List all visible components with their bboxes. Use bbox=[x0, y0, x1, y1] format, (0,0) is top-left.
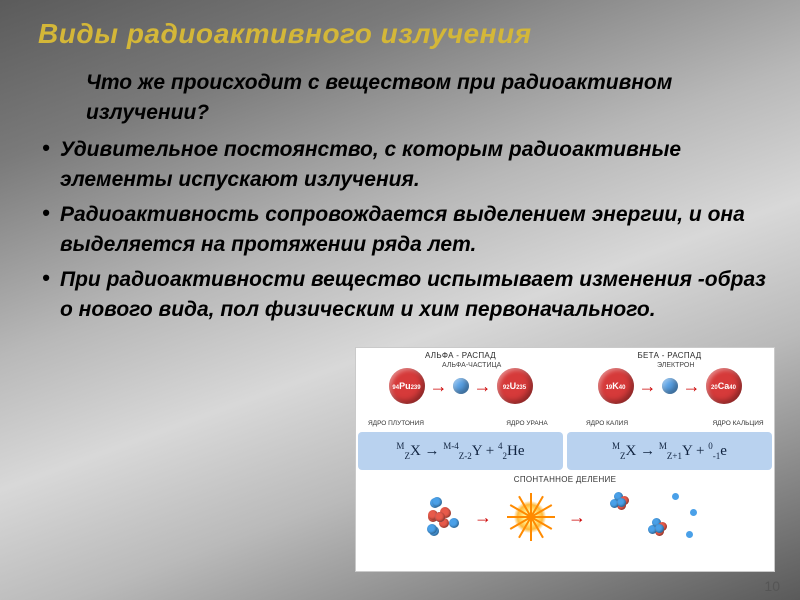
beta-formula: MZX → MZ+1Y + 0-1e bbox=[612, 441, 727, 461]
alpha-decay-panel: АЛЬФА - РАСПАД АЛЬФА-ЧАСТИЦА 94Pu239 → →… bbox=[356, 348, 565, 430]
beta-daughter-nucleus: 20Ca40 bbox=[706, 368, 742, 404]
decay-diagram: АЛЬФА - РАСПАД АЛЬФА-ЧАСТИЦА 94Pu239 → →… bbox=[355, 347, 775, 572]
bullet-item: Удивительное постоянство, с которым ради… bbox=[38, 135, 770, 196]
alpha-formula: MZX → M-4Z-2Y + 42He bbox=[396, 441, 524, 461]
alpha-title: АЛЬФА - РАСПАД bbox=[361, 351, 560, 360]
fission-fragment bbox=[610, 491, 632, 513]
slide-title: Виды радиоактивного излучения bbox=[38, 18, 770, 50]
beta-formula-box: MZX → MZ+1Y + 0-1e bbox=[567, 432, 772, 470]
fission-fragment bbox=[648, 517, 670, 539]
fission-diagram: → → bbox=[356, 487, 774, 547]
fission-burst-icon bbox=[506, 493, 554, 541]
fission-title: СПОНТАННОЕ ДЕЛЕНИЕ bbox=[356, 475, 774, 484]
beta-decay-panel: БЕТА - РАСПАД ЭЛЕКТРОН 19K40 → → 20Ca40 … bbox=[565, 348, 774, 430]
alpha-daughter-nucleus: 92U235 bbox=[497, 368, 533, 404]
beta-particle-label: ЭЛЕКТРОН bbox=[657, 362, 694, 369]
fission-panel: СПОНТАННОЕ ДЕЛЕНИЕ → → bbox=[356, 472, 774, 572]
beta-title: БЕТА - РАСПАД bbox=[570, 351, 769, 360]
bullet-item: При радиоактивности вещество испытывает … bbox=[38, 265, 770, 326]
bullet-list: Удивительное постоянство, с которым ради… bbox=[38, 135, 770, 326]
beta-parent-label: ЯДРО КАЛИЯ bbox=[577, 420, 637, 427]
alpha-parent-label: ЯДРО ПЛУТОНИЯ bbox=[366, 420, 426, 427]
emitted-neutron bbox=[672, 493, 679, 500]
formula-row: MZX → M-4Z-2Y + 42He MZX → MZ+1Y + 0-1e bbox=[356, 430, 774, 472]
alpha-parent-nucleus: 94Pu239 bbox=[389, 368, 425, 404]
alpha-daughter-label: ЯДРО УРАНА bbox=[497, 420, 557, 427]
arrow-icon: → bbox=[683, 376, 701, 397]
emitted-neutron bbox=[686, 531, 693, 538]
decay-chains-row: АЛЬФА - РАСПАД АЛЬФА-ЧАСТИЦА 94Pu239 → →… bbox=[356, 348, 774, 430]
fission-parent-cluster bbox=[420, 497, 460, 537]
beta-chain: 19K40 → → 20Ca40 bbox=[570, 368, 769, 404]
bullet-item: Радиоактивность сопровождается выделение… bbox=[38, 200, 770, 261]
alpha-chain: 94Pu239 → → 92U235 bbox=[361, 368, 560, 404]
arrow-icon: → bbox=[568, 507, 586, 528]
intro-paragraph: Что же происходит с веществом при радиоа… bbox=[38, 68, 770, 129]
emitted-neutron bbox=[690, 509, 697, 516]
beta-daughter-label: ЯДРО КАЛЬЦИЯ bbox=[708, 420, 768, 427]
arrow-icon: → bbox=[474, 376, 492, 397]
arrow-icon: → bbox=[474, 507, 492, 528]
page-number: 10 bbox=[764, 578, 780, 594]
alpha-particle-label: АЛЬФА-ЧАСТИЦА bbox=[442, 362, 501, 369]
beta-particle bbox=[662, 378, 678, 394]
alpha-particle bbox=[453, 378, 469, 394]
arrow-icon: → bbox=[430, 376, 448, 397]
arrow-icon: → bbox=[639, 376, 657, 397]
alpha-formula-box: MZX → M-4Z-2Y + 42He bbox=[358, 432, 563, 470]
beta-parent-nucleus: 19K40 bbox=[598, 368, 634, 404]
fission-products bbox=[600, 487, 710, 547]
